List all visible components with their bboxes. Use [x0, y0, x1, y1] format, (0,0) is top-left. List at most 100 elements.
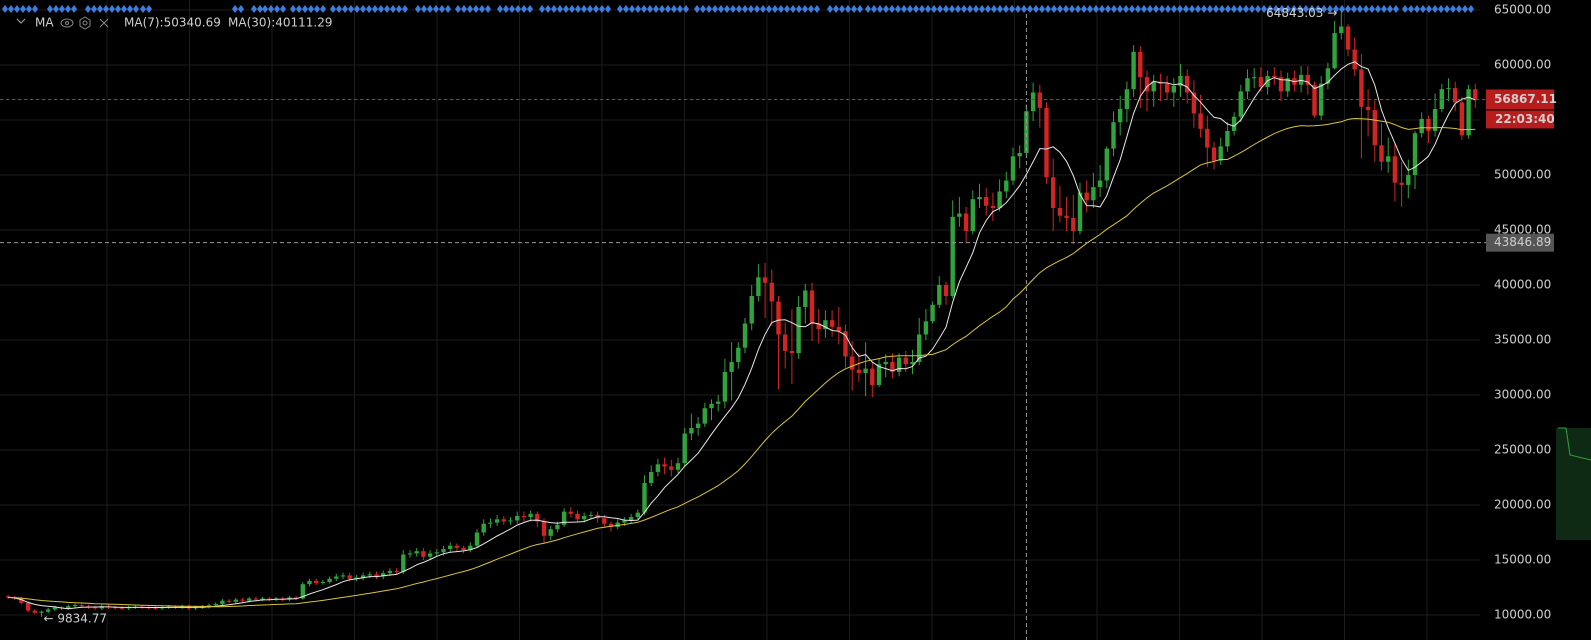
event-marker: [1189, 5, 1195, 13]
candle-body: [354, 577, 359, 579]
event-marker: [700, 5, 706, 13]
candle-body: [762, 277, 768, 283]
candle-body: [407, 553, 413, 555]
event-marker: [91, 5, 97, 13]
candle-body: [783, 334, 788, 351]
candle-body: [226, 600, 232, 602]
candle-body: [930, 304, 935, 322]
event-marker: [1117, 5, 1123, 13]
candle-body: [856, 369, 862, 373]
event-marker: [97, 5, 103, 13]
ma-line: [7, 117, 1476, 608]
event-marker: [754, 5, 760, 13]
candle-body: [943, 285, 949, 296]
candle-body: [923, 321, 929, 335]
candle-body: [1205, 128, 1210, 148]
candle-body: [113, 607, 118, 609]
event-marker: [1039, 5, 1045, 13]
event-marker: [1363, 5, 1369, 13]
candle-body: [602, 518, 607, 524]
candle-body: [789, 351, 795, 354]
event-marker: [937, 5, 943, 13]
candle-body: [1426, 118, 1431, 131]
event-marker: [724, 5, 730, 13]
event-marker: [919, 5, 925, 13]
collapse-icon[interactable]: [16, 18, 26, 24]
indicator-icons[interactable]: [60, 16, 109, 30]
last-price: 56867.11: [1494, 92, 1557, 106]
side-panel: [1556, 428, 1591, 540]
event-marker: [445, 5, 451, 13]
candle-body: [769, 282, 774, 302]
event-marker: [551, 5, 557, 13]
candle-body: [1198, 113, 1203, 129]
event-marker: [1456, 5, 1462, 13]
candle-body: [635, 512, 640, 518]
event-marker: [1099, 5, 1105, 13]
candle-body: [917, 334, 922, 362]
event-marker: [232, 5, 238, 13]
event-marker: [1402, 5, 1408, 13]
event-marker: [1438, 5, 1444, 13]
event-marker: [497, 5, 503, 13]
candle-body: [193, 607, 198, 609]
candle-body: [729, 362, 734, 372]
candle-body: [481, 523, 486, 533]
event-marker: [593, 5, 599, 13]
event-marker: [1009, 5, 1015, 13]
candle-body: [360, 575, 366, 578]
event-marker: [59, 5, 65, 13]
candle-body: [340, 575, 346, 577]
event-marker: [26, 5, 32, 13]
candle-body: [1211, 147, 1217, 161]
candle-body: [1372, 110, 1377, 146]
candle-body: [253, 598, 259, 600]
event-marker: [360, 5, 366, 13]
event-marker: [378, 5, 384, 13]
y-tick-label: 25000.00: [1494, 443, 1551, 457]
candle-body: [1225, 131, 1230, 147]
candle-body: [977, 197, 982, 200]
event-marker: [1357, 5, 1363, 13]
candle-body: [689, 428, 694, 434]
candle-body: [474, 532, 480, 546]
candle-body: [1231, 116, 1237, 131]
candle-body: [1151, 81, 1156, 92]
event-marker: [1297, 5, 1303, 13]
candle-body: [749, 296, 754, 324]
event-marker: [1387, 5, 1393, 13]
event-marker: [1165, 5, 1171, 13]
candle-body: [1004, 180, 1009, 192]
candle-body: [1298, 74, 1304, 85]
candle-body: [541, 521, 547, 536]
candle-body: [508, 520, 513, 522]
candle-body: [896, 357, 902, 372]
candle-body: [990, 205, 996, 208]
candle-body: [1285, 78, 1290, 92]
candle-body: [809, 290, 815, 324]
candle-body: [836, 326, 841, 332]
event-marker: [901, 5, 907, 13]
event-marker: [330, 5, 336, 13]
candle-body: [1265, 76, 1270, 87]
candle-body: [66, 606, 71, 609]
candle-body: [709, 403, 714, 409]
event-marker: [979, 5, 985, 13]
candle-body: [1091, 187, 1096, 201]
candle-body: [876, 364, 882, 386]
candle-body: [92, 607, 98, 609]
event-marker: [85, 5, 91, 13]
event-marker: [1177, 5, 1183, 13]
event-marker: [1027, 5, 1033, 13]
candle-body: [1339, 26, 1344, 34]
candle-body: [387, 571, 393, 574]
candle-body: [575, 513, 580, 520]
candle-body: [816, 323, 821, 329]
candle-body: [1104, 148, 1109, 181]
event-marker: [889, 5, 895, 13]
candle-body: [220, 600, 225, 604]
candle-body: [1359, 69, 1364, 107]
candle-body: [615, 522, 620, 527]
event-marker: [1243, 5, 1249, 13]
event-marker: [1261, 5, 1267, 13]
